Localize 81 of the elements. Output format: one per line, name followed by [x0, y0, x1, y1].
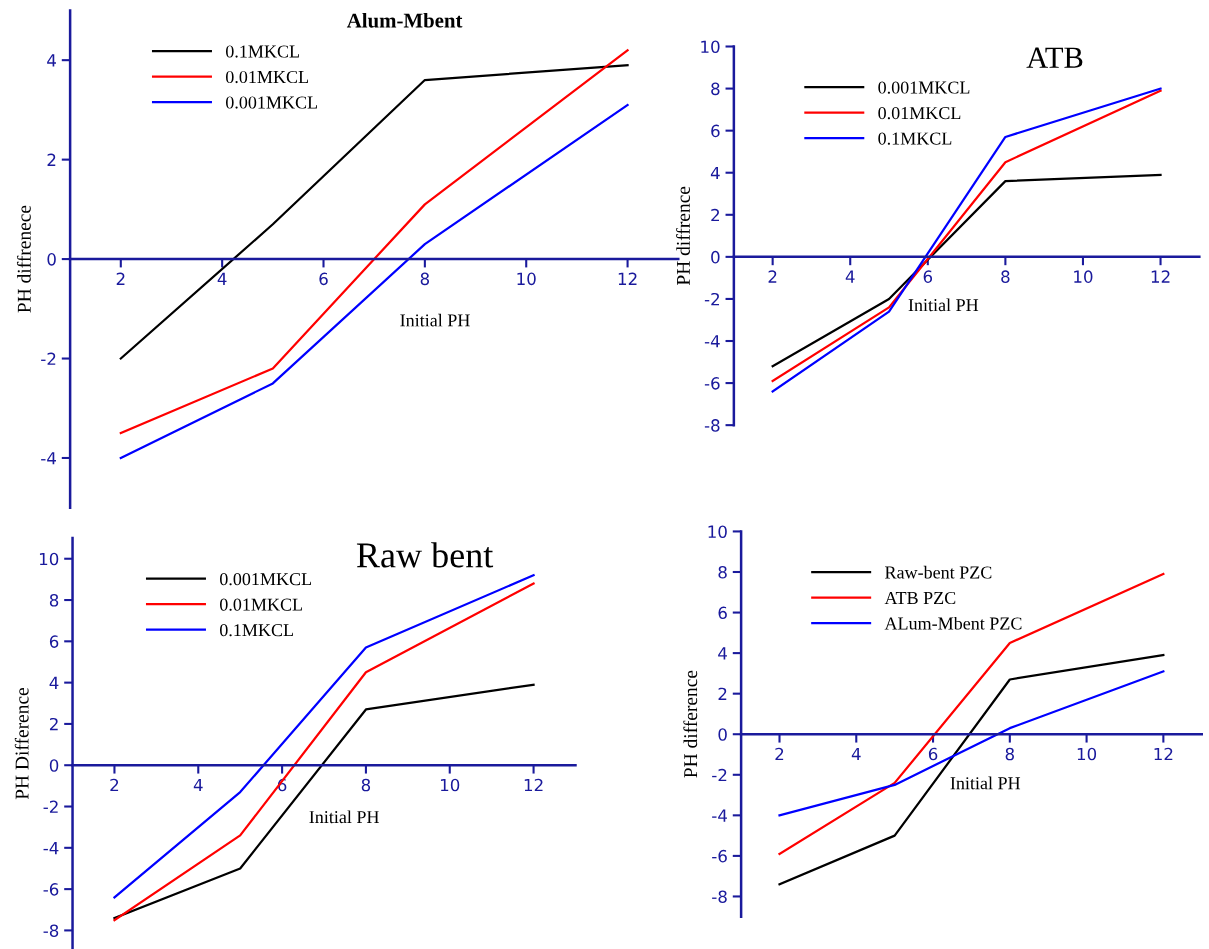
x-tick-label: 8 — [420, 272, 430, 286]
y-tick-label: 0 — [49, 759, 59, 772]
y-axis-title: PH difference — [683, 670, 698, 778]
y-tick-label: 2 — [49, 717, 58, 731]
legend-label: ATB PZC — [884, 591, 956, 605]
y-tick-label: -6 — [43, 883, 59, 896]
x-axis-title: Initial PH — [908, 298, 979, 312]
x-tick-label: 2 — [116, 272, 125, 285]
x-tick-label: 2 — [775, 747, 784, 761]
y-tick-label: 10 — [701, 40, 720, 54]
x-tick-label: 10 — [1074, 270, 1093, 283]
y-tick-label: 4 — [47, 54, 56, 67]
y-tick-label: -6 — [712, 849, 727, 863]
x-tick-label: 8 — [361, 778, 371, 792]
legend-label: 0.001MKCL — [878, 81, 970, 94]
y-axis-title: PH Difference — [14, 687, 29, 800]
x-tick-label: 10 — [440, 778, 460, 792]
legend-label: ALum-Mbent PZC — [884, 616, 1022, 630]
x-tick-label: 8 — [1005, 747, 1014, 761]
chart-title: ATB — [1026, 47, 1083, 68]
y-axis-title: PH diffrence — [676, 186, 690, 286]
y-tick-label: -4 — [712, 809, 727, 822]
legend-label: 0.1MKCL — [219, 624, 293, 637]
y-tick-label: -2 — [43, 800, 58, 813]
y-tick-label: 8 — [718, 565, 727, 579]
x-tick-label: 2 — [110, 778, 119, 792]
y-tick-label: -2 — [712, 768, 727, 782]
x-tick-label: 4 — [193, 778, 203, 792]
y-axis-title: PH diffrenece — [16, 205, 31, 313]
x-tick-label: 10 — [1077, 747, 1097, 761]
y-tick-label: 2 — [47, 153, 56, 166]
x-tick-label: 6 — [923, 270, 933, 283]
y-tick-label: 2 — [718, 687, 727, 700]
y-tick-label: -8 — [43, 924, 59, 937]
y-tick-label: 4 — [710, 166, 720, 180]
y-tick-label: 0 — [718, 728, 727, 741]
x-tick-label: 2 — [768, 270, 777, 283]
y-tick-label: 8 — [49, 593, 59, 607]
y-tick-label: -8 — [704, 419, 720, 432]
y-tick-label: -2 — [704, 292, 719, 306]
x-axis-title: Initial PH — [400, 313, 470, 327]
y-tick-label: 4 — [49, 676, 59, 689]
legend-label: 0.01MKCL — [878, 106, 961, 120]
x-tick-label: 4 — [851, 747, 861, 761]
y-tick-label: -4 — [41, 452, 56, 465]
y-tick-label: 4 — [718, 647, 727, 660]
x-tick-label: 4 — [845, 270, 855, 283]
chart-title: Alum-Mbent — [346, 12, 463, 28]
y-tick-label: 10 — [708, 525, 727, 539]
y-tick-label: 6 — [49, 635, 59, 648]
y-tick-label: 6 — [718, 606, 727, 620]
x-tick-label: 12 — [1154, 747, 1173, 761]
legend-label: 0.01MKCL — [219, 598, 302, 611]
legend-label: 0.1MKCL — [225, 45, 299, 58]
y-tick-label: -2 — [41, 352, 56, 365]
x-axis-title: Initial PH — [309, 810, 379, 824]
x-tick-label: 12 — [524, 778, 543, 792]
legend-label: 0.1MKCL — [878, 132, 952, 145]
y-tick-label: 10 — [39, 552, 59, 566]
x-axis-title: Initial PH — [950, 776, 1021, 790]
x-tick-label: 6 — [319, 272, 328, 286]
x-tick-label: 4 — [217, 272, 227, 285]
legend-label: 0.001MKCL — [219, 573, 312, 586]
y-tick-label: 0 — [711, 250, 720, 264]
y-tick-label: 0 — [47, 253, 56, 266]
y-tick-label: 6 — [711, 124, 720, 138]
legend-label: 0.01MKCL — [225, 70, 308, 84]
legend-label: 0.001MKCL — [225, 96, 318, 109]
y-tick-label: -4 — [43, 842, 59, 855]
x-tick-label: 10 — [517, 272, 536, 286]
y-tick-label: -8 — [712, 890, 727, 904]
x-tick-label: 12 — [1151, 270, 1170, 283]
y-tick-label: 2 — [711, 208, 719, 222]
y-tick-label: 8 — [711, 82, 720, 96]
x-tick-label: 6 — [928, 747, 938, 761]
legend-label: Raw-bent PZC — [885, 565, 992, 579]
y-tick-label: -6 — [704, 377, 720, 390]
y-tick-label: -4 — [704, 335, 720, 348]
x-tick-label: 8 — [1001, 270, 1010, 283]
x-tick-label: 12 — [618, 272, 637, 285]
chart-title: Raw bent — [356, 542, 494, 568]
